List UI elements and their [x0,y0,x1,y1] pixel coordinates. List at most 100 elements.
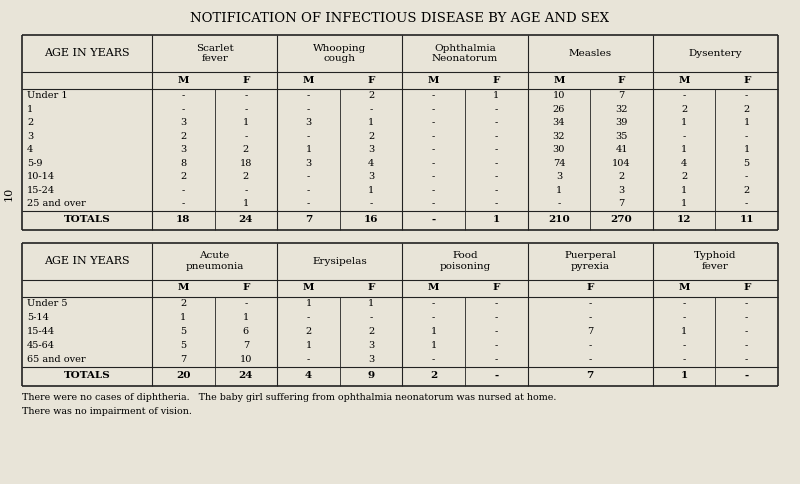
Text: -: - [307,199,310,208]
Text: -: - [307,172,310,181]
Text: 5-9: 5-9 [27,159,42,168]
Text: 10: 10 [240,355,252,364]
Text: -: - [432,105,435,114]
Text: -: - [494,186,498,195]
Text: -: - [431,214,436,224]
Text: 1: 1 [242,118,249,127]
Text: 7: 7 [618,91,625,100]
Text: Measles: Measles [569,49,612,58]
Text: 5: 5 [180,327,186,336]
Text: -: - [494,132,498,141]
Text: 74: 74 [553,159,565,168]
Text: 3: 3 [306,118,312,127]
Text: 3: 3 [368,145,374,154]
Text: -: - [745,132,748,141]
Text: 3: 3 [556,172,562,181]
Text: 2: 2 [306,327,312,336]
Text: F: F [618,76,625,85]
Text: -: - [244,132,247,141]
Text: 2: 2 [681,172,687,181]
Text: 1: 1 [306,341,312,350]
Text: -: - [558,199,561,208]
Text: 15-44: 15-44 [27,327,55,336]
Text: M: M [678,76,690,85]
Text: 1: 1 [681,145,687,154]
Text: Under 5: Under 5 [27,299,67,308]
Text: 1: 1 [681,118,687,127]
Text: 10: 10 [4,187,14,201]
Text: M: M [178,76,189,85]
Text: -: - [494,313,498,322]
Text: -: - [745,313,748,322]
Text: 6: 6 [243,327,249,336]
Text: -: - [745,341,748,350]
Text: -: - [244,299,247,308]
Text: 1: 1 [743,145,750,154]
Text: 2: 2 [430,370,438,379]
Text: F: F [586,284,594,292]
Text: 41: 41 [615,145,628,154]
Text: 5-14: 5-14 [27,313,49,322]
Text: 104: 104 [612,159,631,168]
Text: 1: 1 [493,214,500,224]
Text: 1: 1 [493,91,499,100]
Text: Under 1: Under 1 [27,91,68,100]
Text: 2: 2 [368,327,374,336]
Text: 1: 1 [430,327,437,336]
Text: F: F [242,284,250,292]
Text: 3: 3 [27,132,34,141]
Text: -: - [432,299,435,308]
Text: -: - [494,118,498,127]
Text: -: - [682,91,686,100]
Text: -: - [682,313,686,322]
Text: NOTIFICATION OF INFECTIOUS DISEASE BY AGE AND SEX: NOTIFICATION OF INFECTIOUS DISEASE BY AG… [190,12,610,25]
Text: 24: 24 [238,370,253,379]
Text: 7: 7 [586,370,594,379]
Text: 210: 210 [548,214,570,224]
Text: F: F [367,76,374,85]
Text: Whooping
cough: Whooping cough [313,44,366,63]
Text: 30: 30 [553,145,565,154]
Text: 8: 8 [180,159,186,168]
Text: 3: 3 [180,118,186,127]
Text: -: - [182,199,185,208]
Text: 2: 2 [681,105,687,114]
Text: 4: 4 [368,159,374,168]
Text: -: - [307,91,310,100]
Text: 32: 32 [615,105,628,114]
Text: M: M [428,76,439,85]
Text: -: - [307,105,310,114]
Text: -: - [589,313,592,322]
Text: 2: 2 [242,172,249,181]
Text: 2: 2 [618,172,625,181]
Text: 7: 7 [587,327,594,336]
Text: F: F [493,284,500,292]
Text: -: - [432,91,435,100]
Text: 7: 7 [618,199,625,208]
Text: -: - [370,199,373,208]
Text: -: - [370,313,373,322]
Text: Erysipelas: Erysipelas [313,257,367,266]
Text: 1: 1 [743,118,750,127]
Text: 2: 2 [743,105,750,114]
Text: 25 and over: 25 and over [27,199,86,208]
Text: -: - [432,132,435,141]
Text: 1: 1 [27,105,34,114]
Text: AGE IN YEARS: AGE IN YEARS [44,48,130,59]
Text: 3: 3 [180,145,186,154]
Text: -: - [494,355,498,364]
Text: F: F [743,76,750,85]
Text: -: - [432,172,435,181]
Text: 18: 18 [240,159,252,168]
Text: -: - [307,132,310,141]
Text: -: - [589,341,592,350]
Text: 1: 1 [681,327,687,336]
Text: M: M [178,284,189,292]
Text: 1: 1 [368,118,374,127]
Text: -: - [494,159,498,168]
Text: 3: 3 [368,341,374,350]
Text: -: - [494,172,498,181]
Text: -: - [182,91,185,100]
Text: -: - [432,159,435,168]
Text: -: - [682,132,686,141]
